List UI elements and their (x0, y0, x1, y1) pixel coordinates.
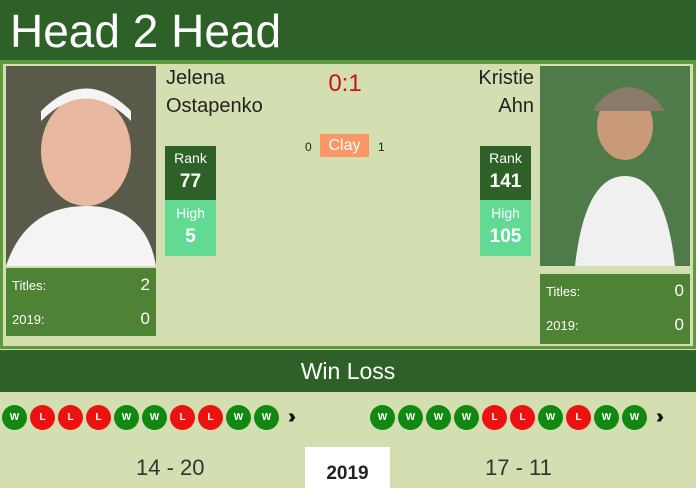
loss-badge[interactable]: L (58, 405, 83, 430)
more-results-icon[interactable]: ››› (288, 406, 296, 428)
loss-badge[interactable]: L (198, 405, 223, 430)
win-badge[interactable]: W (114, 405, 139, 430)
high-label: High (176, 205, 205, 221)
h2h-score: 0:1 (328, 70, 362, 97)
titles-value: 0 (674, 281, 684, 300)
surface-badge: Clay (320, 134, 369, 157)
player1-form: W L L L W W L L W W ››› (2, 405, 296, 430)
high-value: 5 (185, 226, 196, 247)
year-label: 2019: (546, 318, 579, 333)
surface-right-count: 1 (378, 140, 385, 154)
player2-form: W W W W L L W L W W ››› (370, 405, 664, 430)
rank-value: 141 (489, 171, 522, 192)
surface-left-count: 0 (305, 140, 312, 154)
page-title: Head 2 Head (10, 5, 282, 57)
first-name: Jelena (166, 67, 225, 89)
high-label: High (491, 205, 520, 221)
high-value: 105 (489, 226, 522, 247)
loss-badge[interactable]: L (482, 405, 507, 430)
loss-badge[interactable]: L (510, 405, 535, 430)
player2-name[interactable]: Kristie Ahn (478, 64, 534, 120)
win-badge[interactable]: W (254, 405, 279, 430)
win-badge[interactable]: W (226, 405, 251, 430)
player2-stats: Titles: 0 2019: 0 (540, 274, 690, 344)
player2-photo (540, 66, 690, 266)
titles-label: Titles: (12, 278, 47, 293)
win-loss-heading: Win Loss (0, 350, 696, 392)
player1-record: 14 - 20 (136, 455, 205, 480)
win-badge[interactable]: W (594, 405, 619, 430)
win-badge[interactable]: W (454, 405, 479, 430)
player2-rank: Rank 141 High 105 (480, 146, 531, 256)
more-results-icon[interactable]: ››› (656, 406, 664, 428)
player2-record: 17 - 11 (485, 455, 552, 480)
year-tab[interactable]: 2019 (305, 447, 390, 488)
win-badge[interactable]: W (370, 405, 395, 430)
win-badge[interactable]: W (622, 405, 647, 430)
rank-value: 77 (179, 171, 202, 192)
win-badge[interactable]: W (426, 405, 451, 430)
year-titles-value: 0 (140, 309, 150, 328)
rank-label: Rank (489, 150, 522, 166)
player1-photo (6, 66, 156, 266)
loss-badge[interactable]: L (86, 405, 111, 430)
win-badge[interactable]: W (398, 405, 423, 430)
titles-value: 2 (140, 275, 150, 294)
year-titles-value: 0 (674, 315, 684, 334)
last-name: Ostapenko (166, 95, 263, 117)
header: Head 2 Head (0, 0, 696, 60)
player1-stats: Titles: 2 2019: 0 (6, 268, 156, 336)
win-badge[interactable]: W (2, 405, 27, 430)
win-badge[interactable]: W (142, 405, 167, 430)
rank-label: Rank (174, 150, 207, 166)
win-badge[interactable]: W (538, 405, 563, 430)
player1-rank: Rank 77 High 5 (165, 146, 216, 256)
loss-badge[interactable]: L (566, 405, 591, 430)
last-name: Ahn (498, 95, 534, 117)
loss-badge[interactable]: L (30, 405, 55, 430)
loss-badge[interactable]: L (170, 405, 195, 430)
player1-name[interactable]: Jelena Ostapenko (166, 64, 263, 120)
first-name: Kristie (478, 67, 534, 89)
titles-label: Titles: (546, 284, 581, 299)
year-label: 2019: (12, 312, 45, 327)
